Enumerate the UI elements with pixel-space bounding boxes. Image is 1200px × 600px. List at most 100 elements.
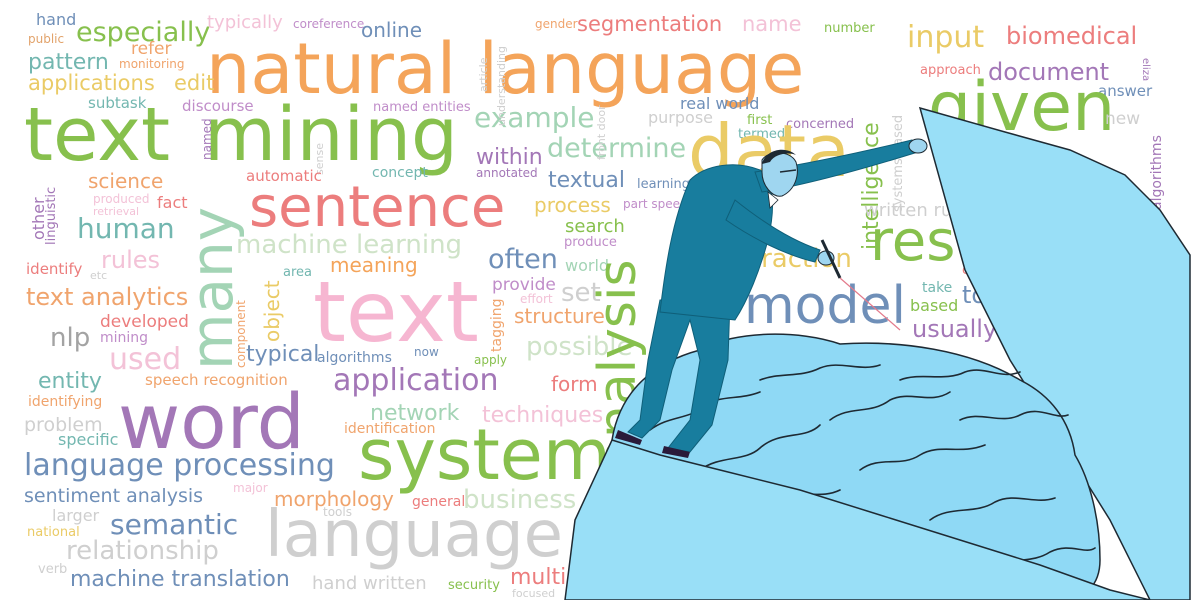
word-relationship: relationship: [66, 536, 219, 566]
word-model: model: [744, 276, 906, 336]
word-techniques: techniques: [482, 403, 604, 428]
word-language-processing: language processing: [24, 448, 335, 483]
word-refer: refer: [131, 39, 172, 59]
word-semantic: semantic: [110, 508, 239, 541]
word-area: area: [283, 265, 312, 280]
word-security: security: [448, 578, 500, 593]
word-world: world: [565, 256, 610, 275]
word-name: name: [742, 12, 802, 36]
word-given: given: [928, 68, 1116, 147]
word-article: article: [477, 57, 490, 92]
word-pattern: pattern: [28, 50, 109, 75]
word-apply: apply: [474, 353, 508, 367]
word-real-world: real world: [680, 94, 760, 113]
word-produce: produce: [564, 235, 617, 250]
word-tools: tools: [323, 505, 352, 519]
word-specific: specific: [58, 430, 119, 449]
word-business: business: [463, 485, 577, 515]
word-now: now: [414, 345, 439, 359]
word-new: new: [1105, 109, 1141, 129]
word-example: example: [474, 101, 595, 134]
word-identifying: identifying: [28, 394, 103, 410]
word-natural-language: natural language: [206, 28, 805, 110]
word-determine: determine: [547, 133, 687, 164]
word-learning: learning: [637, 177, 691, 192]
word-within: within: [476, 145, 543, 170]
word-morphology: morphology: [274, 487, 394, 511]
word-typically: typically: [207, 12, 283, 33]
word-extraction: extraction: [720, 244, 852, 274]
word-input: input: [907, 20, 985, 55]
word-machine-translation: machine translation: [70, 567, 290, 592]
word-called: called: [962, 263, 1001, 278]
word-understanding: understanding: [495, 46, 508, 126]
word-monitoring: monitoring: [119, 57, 185, 71]
word-coreference: coreference: [293, 17, 365, 31]
word-nlp: nlp: [50, 323, 91, 353]
word-verb: verb: [38, 562, 68, 577]
word-usually: usually: [912, 315, 998, 343]
word-used: used: [109, 342, 182, 377]
word-general: general: [412, 494, 466, 510]
word-etc: etc: [90, 269, 108, 282]
word-text-analytics: text analytics: [26, 283, 189, 311]
word-entity: entity: [38, 369, 102, 394]
word-research: research: [870, 209, 1113, 274]
word-front-door: front door: [595, 105, 608, 160]
word-provide: provide: [492, 275, 556, 295]
word-language-grey: language: [265, 498, 563, 572]
word-focused: focused: [512, 587, 556, 600]
word-major: major: [233, 481, 268, 495]
word-take: take: [922, 280, 953, 296]
word-edit: edit: [174, 71, 215, 95]
word-based: based: [910, 296, 959, 315]
word-search: search: [565, 216, 625, 237]
word-machine-learning: machine learning: [236, 230, 463, 260]
word-algorithms-right: algorithms: [1149, 135, 1165, 210]
word-eliza: eliza: [1140, 58, 1151, 82]
word-concept: concept: [372, 165, 428, 181]
word-concerned: concerned: [786, 117, 855, 132]
word-topic: topic: [962, 281, 1022, 309]
word-problem: problem: [24, 414, 103, 436]
word-biomedical: biomedical: [1006, 22, 1138, 50]
word-systems-based: systems based: [891, 114, 906, 212]
word-segmentation: segmentation: [577, 12, 723, 36]
word-many: many: [178, 206, 246, 370]
word-applications: applications: [28, 71, 155, 95]
word-subtask: subtask: [88, 94, 147, 112]
word-retrieval: retrieval: [93, 205, 140, 218]
word-part-speech: part speech: [623, 197, 695, 211]
word-purpose: purpose: [648, 108, 713, 127]
word-word: word: [118, 377, 305, 466]
word-system: system: [358, 414, 612, 496]
word-linguistic: linguistic: [44, 186, 59, 245]
word-named-vertical: named: [200, 118, 214, 160]
word-larger: larger: [52, 506, 100, 525]
word-speech-recognition: speech recognition: [145, 371, 288, 389]
word-number: number: [824, 21, 875, 36]
word-automatic: automatic: [246, 167, 322, 185]
word-text-pink: text: [313, 263, 479, 361]
word-approach: approach: [920, 63, 981, 78]
word-gender: gender: [535, 17, 578, 31]
word-mining: mining: [204, 92, 458, 178]
word-national: national: [27, 525, 80, 540]
word-science: science: [88, 169, 164, 193]
word-set: set: [561, 278, 601, 308]
word-process: process: [534, 193, 611, 217]
word-named-entities: named entities: [373, 100, 471, 115]
word-hand: hand: [36, 10, 77, 29]
word-rules: rules: [101, 246, 161, 274]
word-mining-purple: mining: [100, 330, 149, 346]
word-public: public: [28, 32, 65, 46]
word-developed: developed: [100, 312, 189, 332]
word-form: form: [551, 372, 598, 396]
word-termed: termed: [738, 127, 786, 142]
word-sentence: sentence: [249, 175, 506, 240]
word-multi: multi: [510, 565, 567, 590]
word-algorithms: algorithms: [317, 350, 392, 366]
word-produced: produced: [93, 192, 150, 206]
word-document: document: [988, 58, 1110, 86]
